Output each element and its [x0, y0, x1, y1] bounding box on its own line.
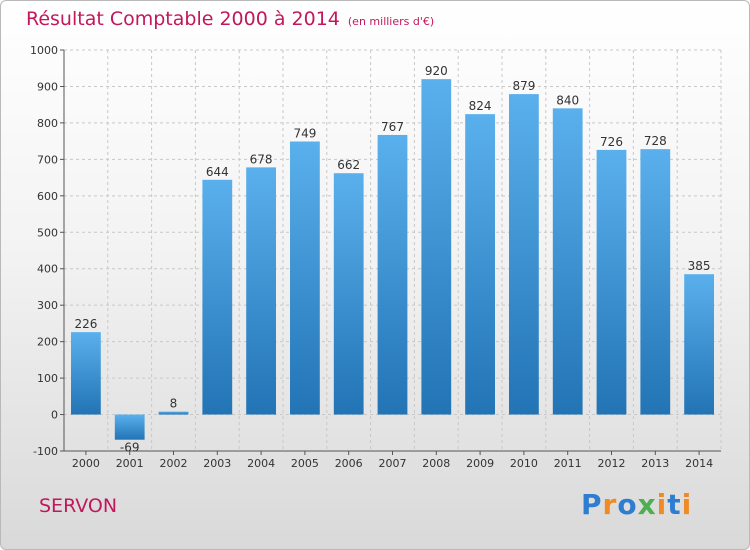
- y-tick-label: 500: [37, 226, 58, 239]
- bar: [246, 167, 276, 415]
- y-tick-label: 900: [37, 80, 58, 93]
- logo-letter: i: [656, 488, 668, 521]
- bar: [465, 114, 495, 415]
- x-tick-label: 2003: [203, 457, 231, 470]
- x-tick-label: 2004: [247, 457, 275, 470]
- x-tick-label: 2001: [116, 457, 144, 470]
- bar: [158, 411, 189, 415]
- proxiti-logo: Proxiti: [581, 488, 692, 521]
- bar: [377, 134, 408, 415]
- logo-letter: P: [581, 488, 603, 521]
- bar: [552, 108, 583, 415]
- data-label: 920: [425, 64, 448, 78]
- logo-letter: r: [602, 488, 618, 521]
- data-label: 767: [381, 120, 404, 134]
- title-main: Résultat Comptable 2000 à 2014: [26, 8, 340, 30]
- x-tick-label: 2014: [685, 457, 713, 470]
- bar: [640, 149, 671, 415]
- data-label: -69: [120, 441, 140, 455]
- y-tick-label: -100: [33, 445, 58, 458]
- title-unit: (en milliers d'€): [347, 15, 435, 28]
- y-tick-label: 1000: [30, 44, 58, 57]
- bar: [71, 332, 101, 415]
- x-tick-label: 2011: [554, 457, 582, 470]
- bar: [421, 79, 452, 415]
- logo-letter: o: [617, 488, 638, 521]
- x-tick-label: 2007: [379, 457, 407, 470]
- x-tick-label: 2000: [72, 457, 100, 470]
- bar: [684, 274, 714, 415]
- y-tick-label: 200: [37, 336, 58, 349]
- data-label: 824: [469, 99, 492, 113]
- bar: [509, 94, 539, 415]
- y-tick-label: 400: [37, 263, 58, 276]
- bar: [333, 173, 364, 415]
- data-label: 662: [337, 158, 360, 172]
- y-tick-label: 0: [51, 409, 58, 422]
- x-tick-label: 2009: [466, 457, 494, 470]
- data-label: 726: [600, 135, 623, 149]
- x-tick-label: 2002: [160, 457, 188, 470]
- data-label: 226: [74, 317, 97, 331]
- y-tick-label: 700: [37, 153, 58, 166]
- logo-letter: x: [637, 488, 657, 521]
- y-tick-label: 100: [37, 372, 58, 385]
- y-tick-label: 800: [37, 117, 58, 130]
- city-name: SERVON: [39, 495, 118, 517]
- data-label: 385: [688, 259, 711, 273]
- data-label: 749: [293, 127, 316, 141]
- data-label: 879: [512, 79, 535, 93]
- data-label: 678: [250, 152, 273, 166]
- x-tick-label: 2006: [335, 457, 363, 470]
- data-label: 644: [206, 165, 229, 179]
- bar: [290, 141, 320, 415]
- x-tick-label: 2005: [291, 457, 319, 470]
- data-label: 840: [556, 93, 579, 107]
- chart-title: Résultat Comptable 2000 à 2014 (en millie…: [26, 8, 434, 30]
- bar: [202, 179, 233, 415]
- logo-letter: i: [681, 488, 693, 521]
- y-tick-label: 300: [37, 299, 58, 312]
- x-tick-label: 2010: [510, 457, 538, 470]
- logo-letter: t: [667, 488, 682, 521]
- data-label: 728: [644, 134, 667, 148]
- x-tick-label: 2013: [641, 457, 669, 470]
- x-tick-label: 2008: [422, 457, 450, 470]
- y-tick-label: 600: [37, 190, 58, 203]
- bar: [114, 414, 145, 440]
- data-label: 8: [170, 397, 178, 411]
- bar: [596, 149, 627, 415]
- x-tick-label: 2012: [598, 457, 626, 470]
